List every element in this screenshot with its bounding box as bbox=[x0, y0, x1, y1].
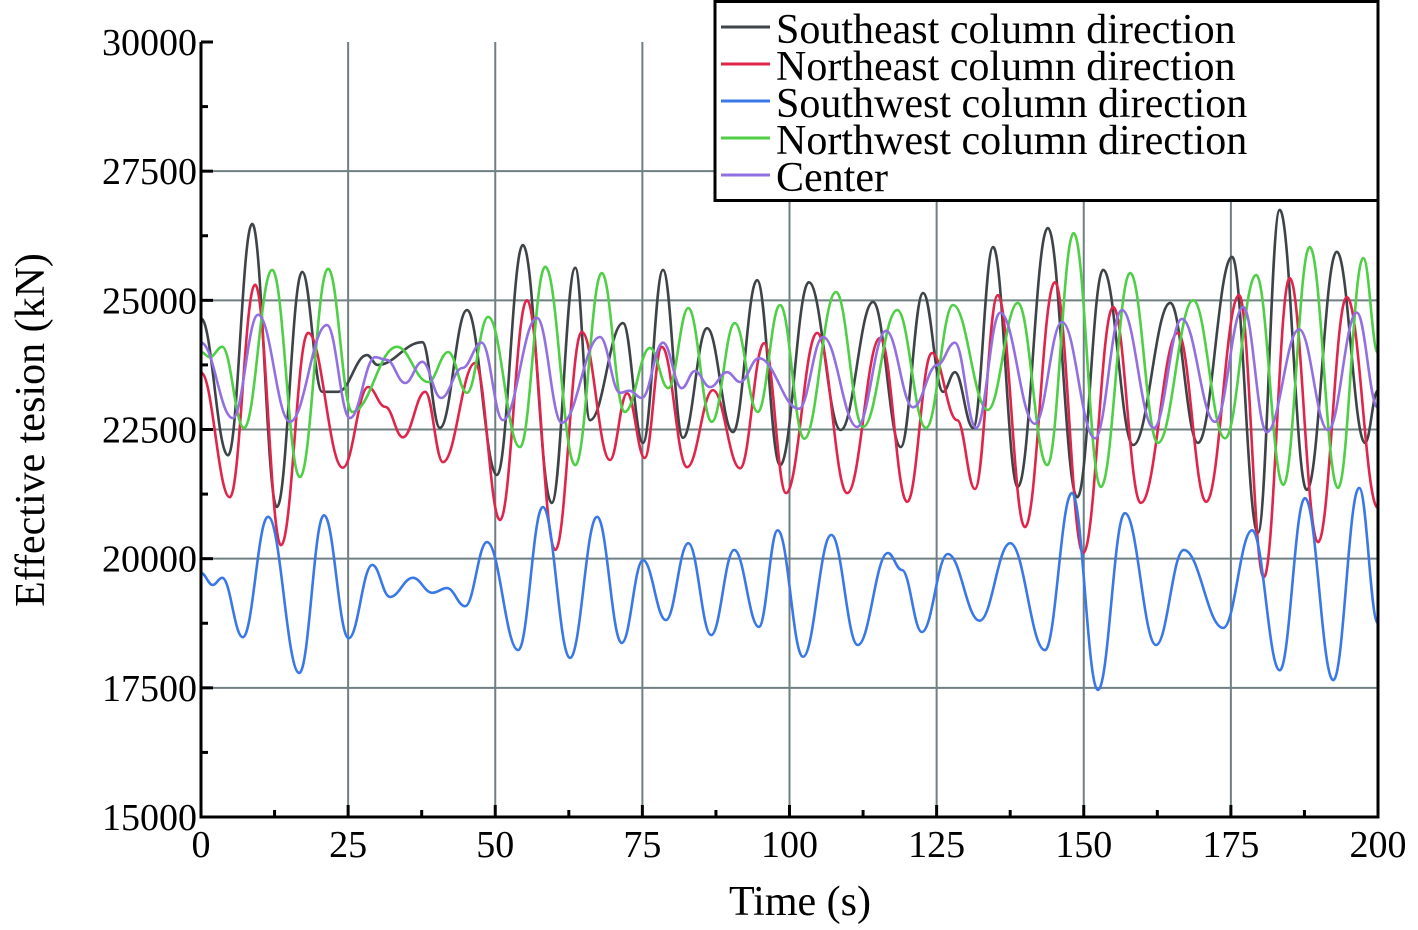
x-tick-label: 125 bbox=[908, 824, 965, 866]
x-tick-label: 150 bbox=[1055, 824, 1112, 866]
x-tick-label: 75 bbox=[623, 824, 661, 866]
y-tick-label: 22500 bbox=[102, 410, 197, 452]
legend-label: Southwest column direction bbox=[776, 81, 1247, 127]
x-tick-label: 175 bbox=[1202, 824, 1259, 866]
series-line-0 bbox=[199, 208, 1380, 535]
series-line-3 bbox=[200, 231, 1380, 490]
x-tick-label: 0 bbox=[192, 824, 211, 866]
y-tick-label: 30000 bbox=[102, 22, 197, 64]
series-line-2 bbox=[200, 486, 1380, 692]
legend-box bbox=[713, 0, 1380, 202]
legend-label: Northwest column direction bbox=[776, 118, 1247, 164]
series-line-1 bbox=[199, 276, 1380, 579]
x-tick-label: 50 bbox=[476, 824, 514, 866]
y-tick-label: 15000 bbox=[102, 797, 197, 839]
tick-labels: 0 25 50 75 100 125 150 175 200 15000 17500 20000 225… bbox=[102, 22, 1407, 866]
legend-label: Center bbox=[776, 155, 888, 201]
x-tick-label: 25 bbox=[329, 824, 367, 866]
y-axis-title: Effective tesion (kN) bbox=[8, 253, 54, 607]
y-tick-label: 27500 bbox=[102, 151, 197, 193]
x-axis-title: Time (s) bbox=[729, 879, 871, 925]
x-tick-label: 200 bbox=[1350, 824, 1407, 866]
legend-label: Southeast column direction bbox=[776, 7, 1236, 53]
y-tick-label: 25000 bbox=[102, 280, 197, 322]
legend-label: Northeast column direction bbox=[776, 44, 1236, 90]
series-lines bbox=[199, 208, 1380, 692]
y-tick-label: 20000 bbox=[102, 539, 197, 581]
y-tick-label: 17500 bbox=[102, 668, 197, 710]
x-tick-label: 100 bbox=[761, 824, 818, 866]
series-line-4 bbox=[200, 305, 1380, 440]
